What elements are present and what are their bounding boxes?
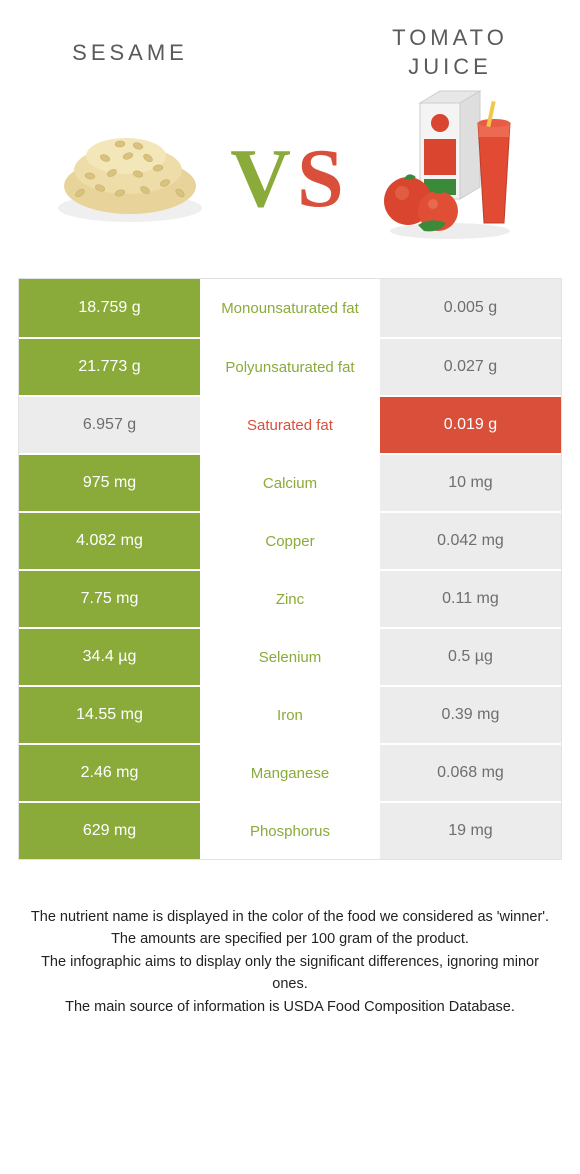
table-row: 34.4 µgSelenium0.5 µg — [19, 627, 561, 685]
value-right: 0.027 g — [380, 339, 561, 395]
nutrient-label: Monounsaturated fat — [200, 279, 380, 337]
sesame-icon — [50, 98, 210, 228]
nutrient-label: Manganese — [200, 745, 380, 801]
table-row: 14.55 mgIron0.39 mg — [19, 685, 561, 743]
table-row: 629 mgPhosphorus19 mg — [19, 801, 561, 859]
value-left: 21.773 g — [19, 339, 200, 395]
footer-line-3: The infographic aims to display only the… — [30, 951, 550, 996]
food-a-title: SESAME — [72, 18, 188, 88]
footer-line-2: The amounts are specified per 100 gram o… — [30, 928, 550, 950]
footer-notes: The nutrient name is displayed in the co… — [0, 860, 580, 1018]
value-right: 0.042 mg — [380, 513, 561, 569]
vs-label: VS — [230, 130, 349, 227]
table-row: 7.75 mgZinc0.11 mg — [19, 569, 561, 627]
value-left: 975 mg — [19, 455, 200, 511]
value-left: 6.957 g — [19, 397, 200, 453]
vs-letter-v: V — [230, 132, 297, 225]
nutrient-label: Polyunsaturated fat — [200, 339, 380, 395]
table-row: 21.773 gPolyunsaturated fat0.027 g — [19, 337, 561, 395]
table-row: 18.759 gMonounsaturated fat0.005 g — [19, 279, 561, 337]
value-left: 34.4 µg — [19, 629, 200, 685]
value-right: 0.019 g — [380, 397, 561, 453]
nutrient-label: Phosphorus — [200, 803, 380, 859]
food-b-title: TOMATO JUICE — [360, 18, 540, 88]
value-right: 0.5 µg — [380, 629, 561, 685]
nutrient-label: Selenium — [200, 629, 380, 685]
nutrient-label: Saturated fat — [200, 397, 380, 453]
tomato-juice-image — [370, 88, 530, 238]
value-left: 629 mg — [19, 803, 200, 859]
value-right: 10 mg — [380, 455, 561, 511]
table-row: 975 mgCalcium10 mg — [19, 453, 561, 511]
nutrient-table: 18.759 gMonounsaturated fat0.005 g21.773… — [18, 278, 562, 860]
tomato-juice-icon — [370, 83, 530, 243]
nutrient-label: Zinc — [200, 571, 380, 627]
value-left: 7.75 mg — [19, 571, 200, 627]
footer-line-4: The main source of information is USDA F… — [30, 996, 550, 1018]
value-left: 4.082 mg — [19, 513, 200, 569]
value-right: 0.39 mg — [380, 687, 561, 743]
nutrient-label: Iron — [200, 687, 380, 743]
table-row: 6.957 gSaturated fat0.019 g — [19, 395, 561, 453]
nutrient-label: Copper — [200, 513, 380, 569]
food-b-column: TOMATO JUICE — [360, 18, 540, 238]
sesame-image — [50, 88, 210, 238]
value-right: 0.005 g — [380, 279, 561, 337]
value-right: 0.068 mg — [380, 745, 561, 801]
value-left: 2.46 mg — [19, 745, 200, 801]
value-right: 19 mg — [380, 803, 561, 859]
value-right: 0.11 mg — [380, 571, 561, 627]
value-left: 14.55 mg — [19, 687, 200, 743]
footer-line-1: The nutrient name is displayed in the co… — [30, 906, 550, 928]
table-row: 4.082 mgCopper0.042 mg — [19, 511, 561, 569]
comparison-header: SESAME — [0, 0, 580, 270]
nutrient-label: Calcium — [200, 455, 380, 511]
table-row: 2.46 mgManganese0.068 mg — [19, 743, 561, 801]
food-a-column: SESAME — [40, 18, 220, 238]
value-left: 18.759 g — [19, 279, 200, 337]
vs-letter-s: S — [297, 132, 350, 225]
